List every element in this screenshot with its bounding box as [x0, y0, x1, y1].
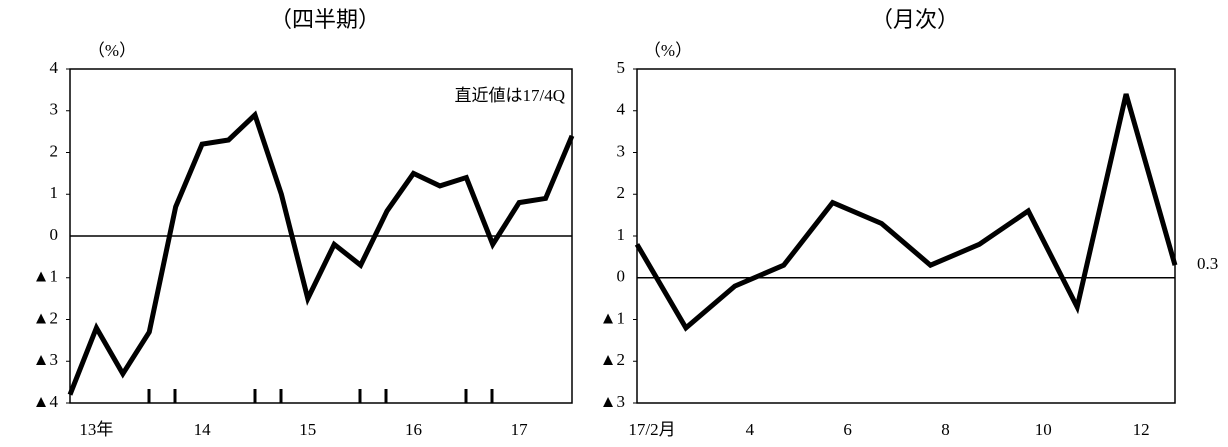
y-tick-label: 3 [50, 100, 59, 119]
y-tick-label: 0 [617, 267, 626, 286]
annotation: 直近値は17/4Q [455, 86, 566, 105]
x-tick-label: 10 [1035, 420, 1052, 439]
y-tick-label: ▲1 [33, 267, 58, 286]
y-tick-label: ▲1 [600, 308, 625, 327]
series-line [634, 93, 1178, 332]
quarter-marks [147, 389, 494, 403]
y-tick-label: ▲3 [33, 350, 58, 369]
chart-title: （四半期） [270, 7, 380, 32]
x-tick-label: 14 [194, 420, 212, 439]
x-tick-label: 16 [405, 420, 422, 439]
y-tick-label: 0 [50, 225, 59, 244]
x-tick-label: 8 [941, 420, 950, 439]
chart-title: （月次） [871, 7, 959, 32]
x-tick-label: 17 [511, 420, 529, 439]
y-axis-label: （%） [88, 41, 136, 60]
y-tick-label: ▲4 [33, 392, 59, 411]
y-tick-label: 1 [50, 183, 59, 202]
y-tick-label: 2 [50, 141, 59, 160]
y-tick-label: ▲2 [600, 350, 625, 369]
y-tick-label: 4 [50, 58, 59, 77]
y-axis-label: （%） [644, 41, 692, 60]
y-tick-label: 4 [617, 100, 626, 119]
x-tick-label: 17/2月 [628, 420, 675, 439]
y-tick-label: ▲3 [600, 392, 625, 411]
x-tick-label: 15 [299, 420, 316, 439]
x-tick-label: 4 [746, 420, 755, 439]
value-label: 0.3 [1197, 254, 1218, 273]
y-tick-label: 5 [617, 58, 626, 77]
y-tick-label: 1 [617, 225, 626, 244]
y-tick-label: 3 [617, 141, 626, 160]
x-tick-label: 13年 [79, 420, 113, 439]
y-tick-label: 2 [617, 183, 626, 202]
y-tick-label: ▲2 [33, 308, 58, 327]
x-tick-label: 12 [1133, 420, 1150, 439]
series-line [67, 110, 575, 396]
x-tick-label: 6 [843, 420, 852, 439]
